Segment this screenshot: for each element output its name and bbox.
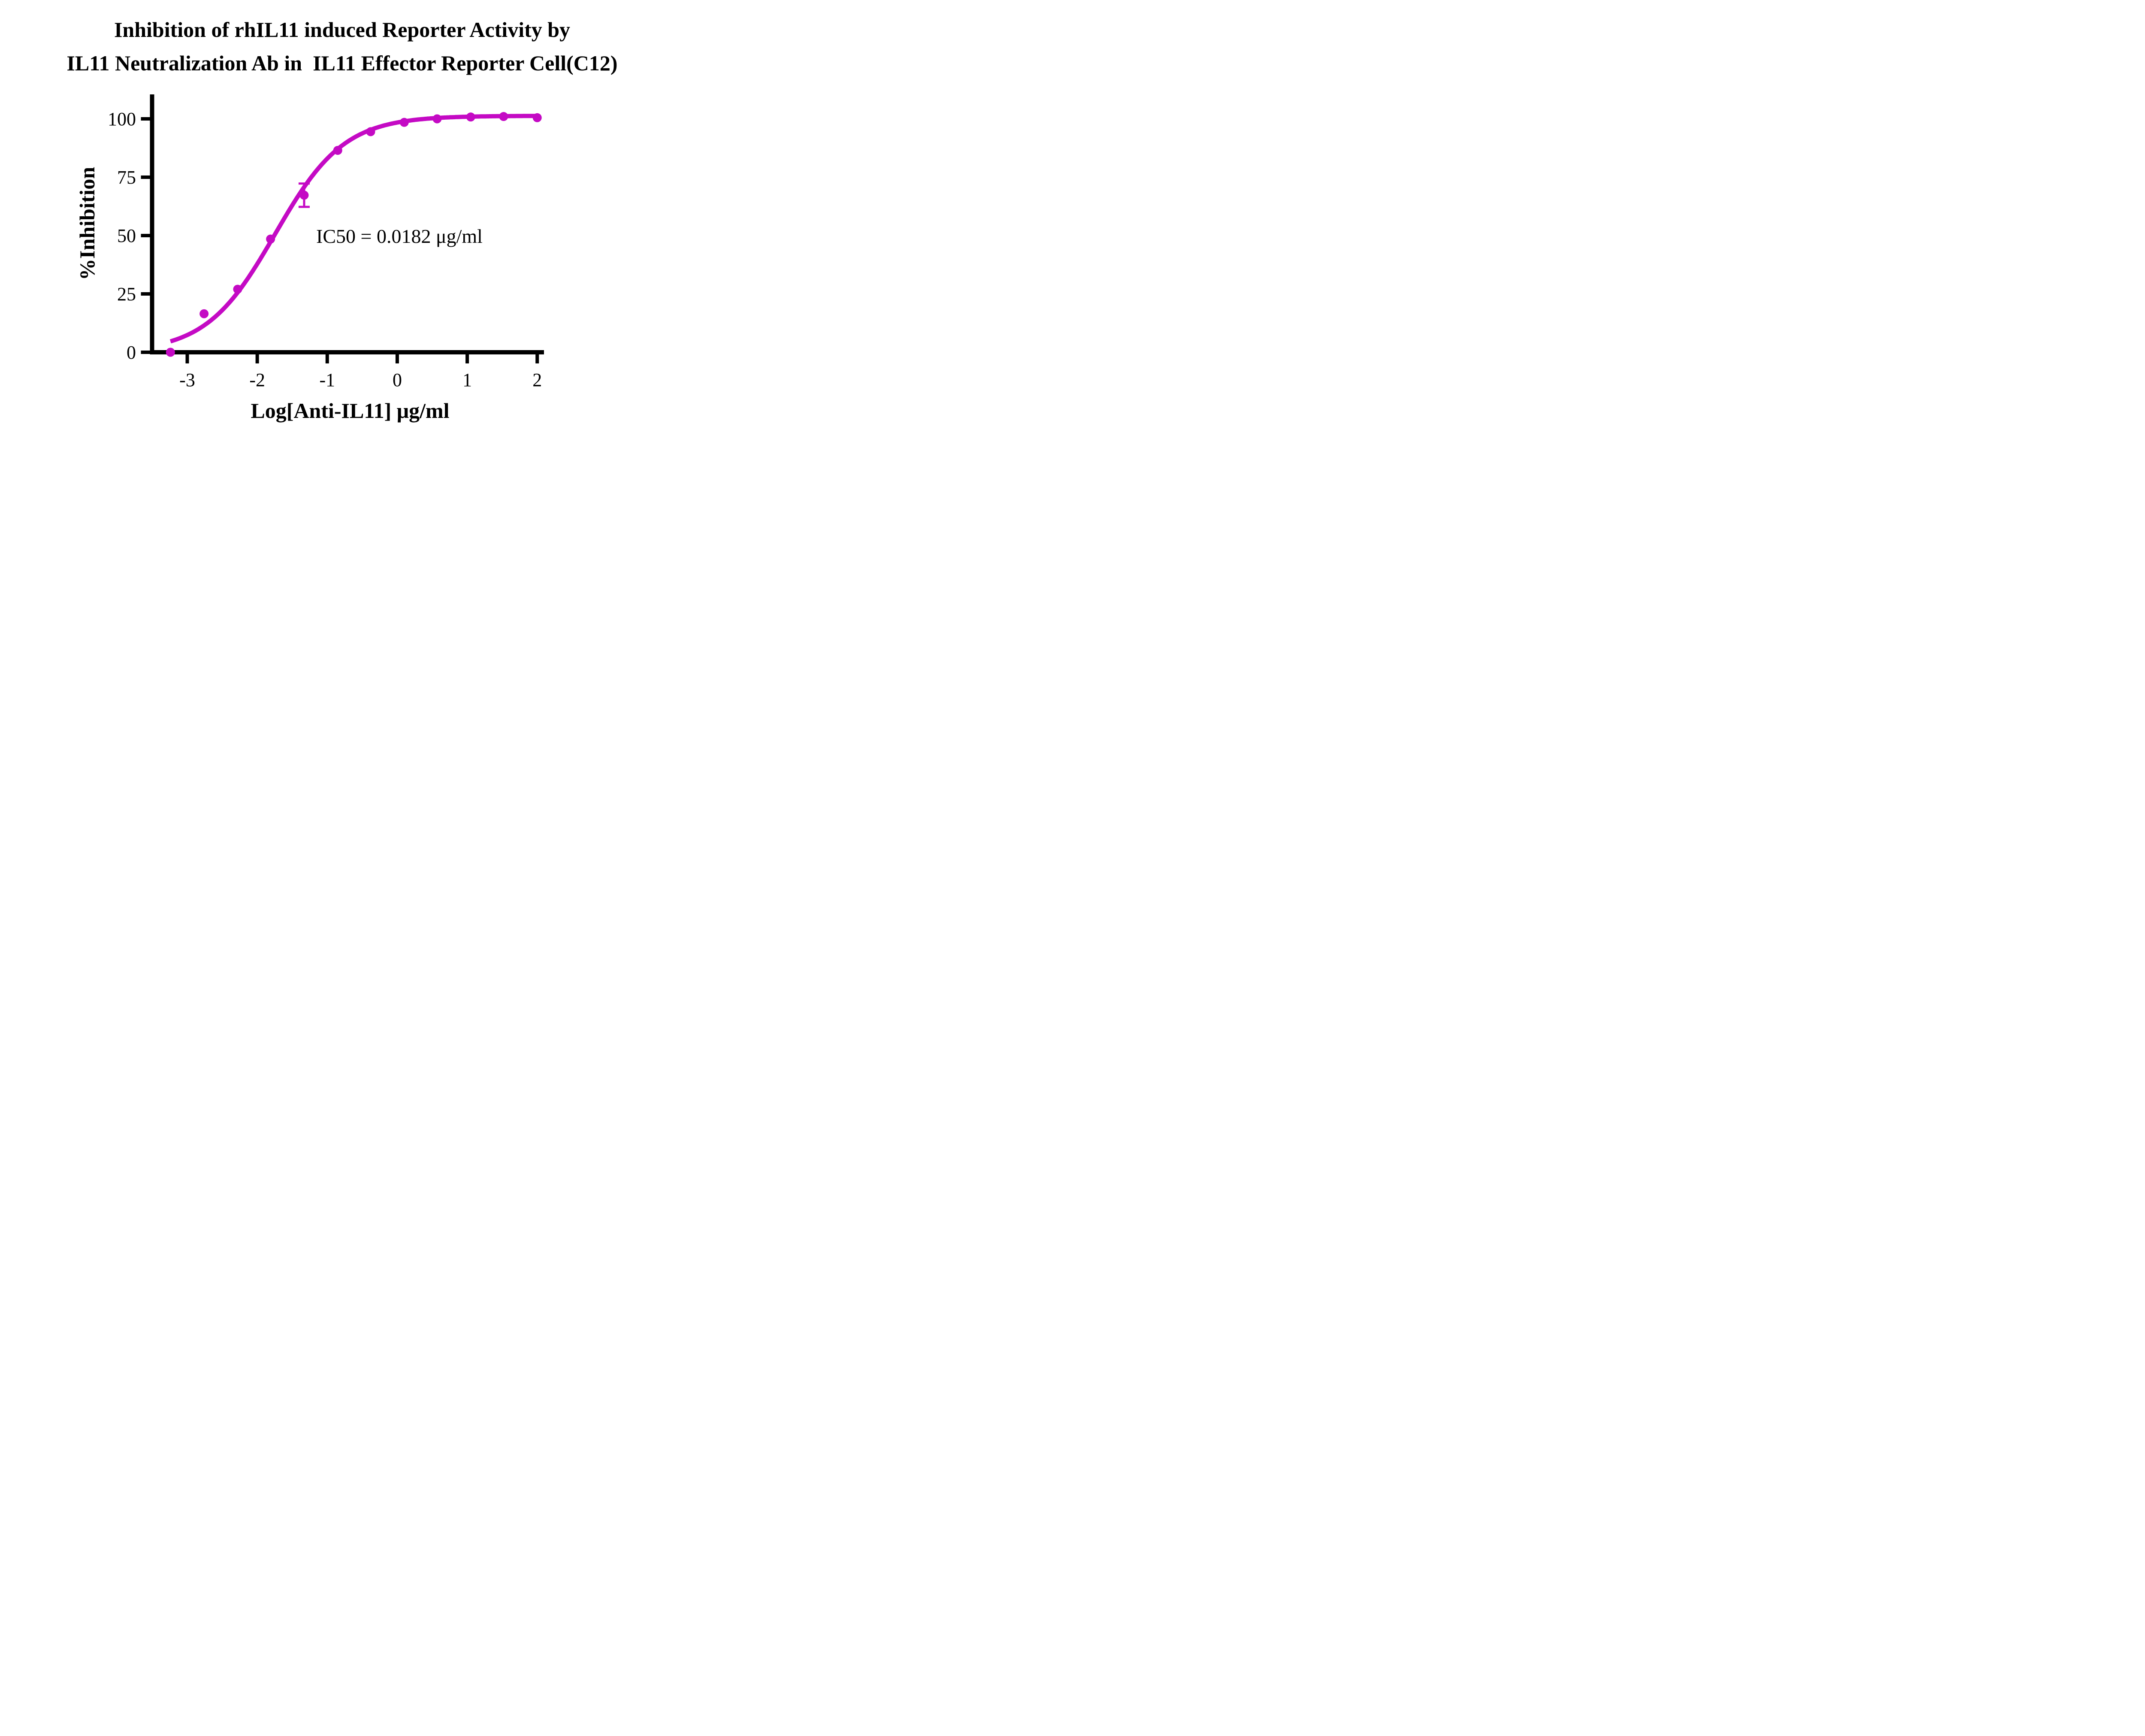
data-point — [366, 127, 375, 136]
x-tick-label: 1 — [462, 369, 472, 390]
chart-title-line-2: IL11 Neutralization Ab in IL11 Effector … — [66, 51, 618, 75]
fit-curve — [169, 114, 538, 344]
x-tick-label: -3 — [179, 369, 195, 390]
chart-title: Inhibition of rhIL11 induced Reporter Ac… — [0, 13, 684, 80]
x-tick-label: -2 — [249, 369, 265, 390]
data-point — [333, 145, 342, 155]
data-point — [532, 113, 542, 122]
data-point — [299, 191, 309, 200]
data-point — [466, 112, 475, 122]
data-point — [432, 114, 442, 124]
chart-title-line-1: Inhibition of rhIL11 induced Reporter Ac… — [114, 18, 571, 42]
y-tick-label: 100 — [108, 109, 136, 130]
data-point — [499, 112, 508, 121]
y-tick-label: 75 — [117, 167, 136, 188]
data-point — [266, 234, 275, 244]
x-tick-label: 2 — [532, 369, 542, 390]
dose-response-chart: Inhibition of rhIL11 induced Reporter Ac… — [0, 0, 684, 434]
y-tick-label: 50 — [117, 225, 136, 246]
x-axis-label: Log[Anti-IL11] μg/ml — [251, 399, 450, 423]
data-point — [399, 118, 409, 127]
y-tick-label: 25 — [117, 284, 136, 305]
plot-area: 0 25 50 75 100 -3 -2 -1 0 1 2 — [108, 94, 544, 390]
x-tick-label: -1 — [319, 369, 335, 390]
data-point — [233, 284, 242, 294]
x-tick-label: 0 — [393, 369, 402, 390]
y-tick-label: 0 — [127, 342, 136, 363]
data-point — [166, 348, 175, 357]
data-point — [199, 309, 209, 318]
ic50-annotation: IC50 = 0.0182 μg/ml — [316, 225, 483, 247]
